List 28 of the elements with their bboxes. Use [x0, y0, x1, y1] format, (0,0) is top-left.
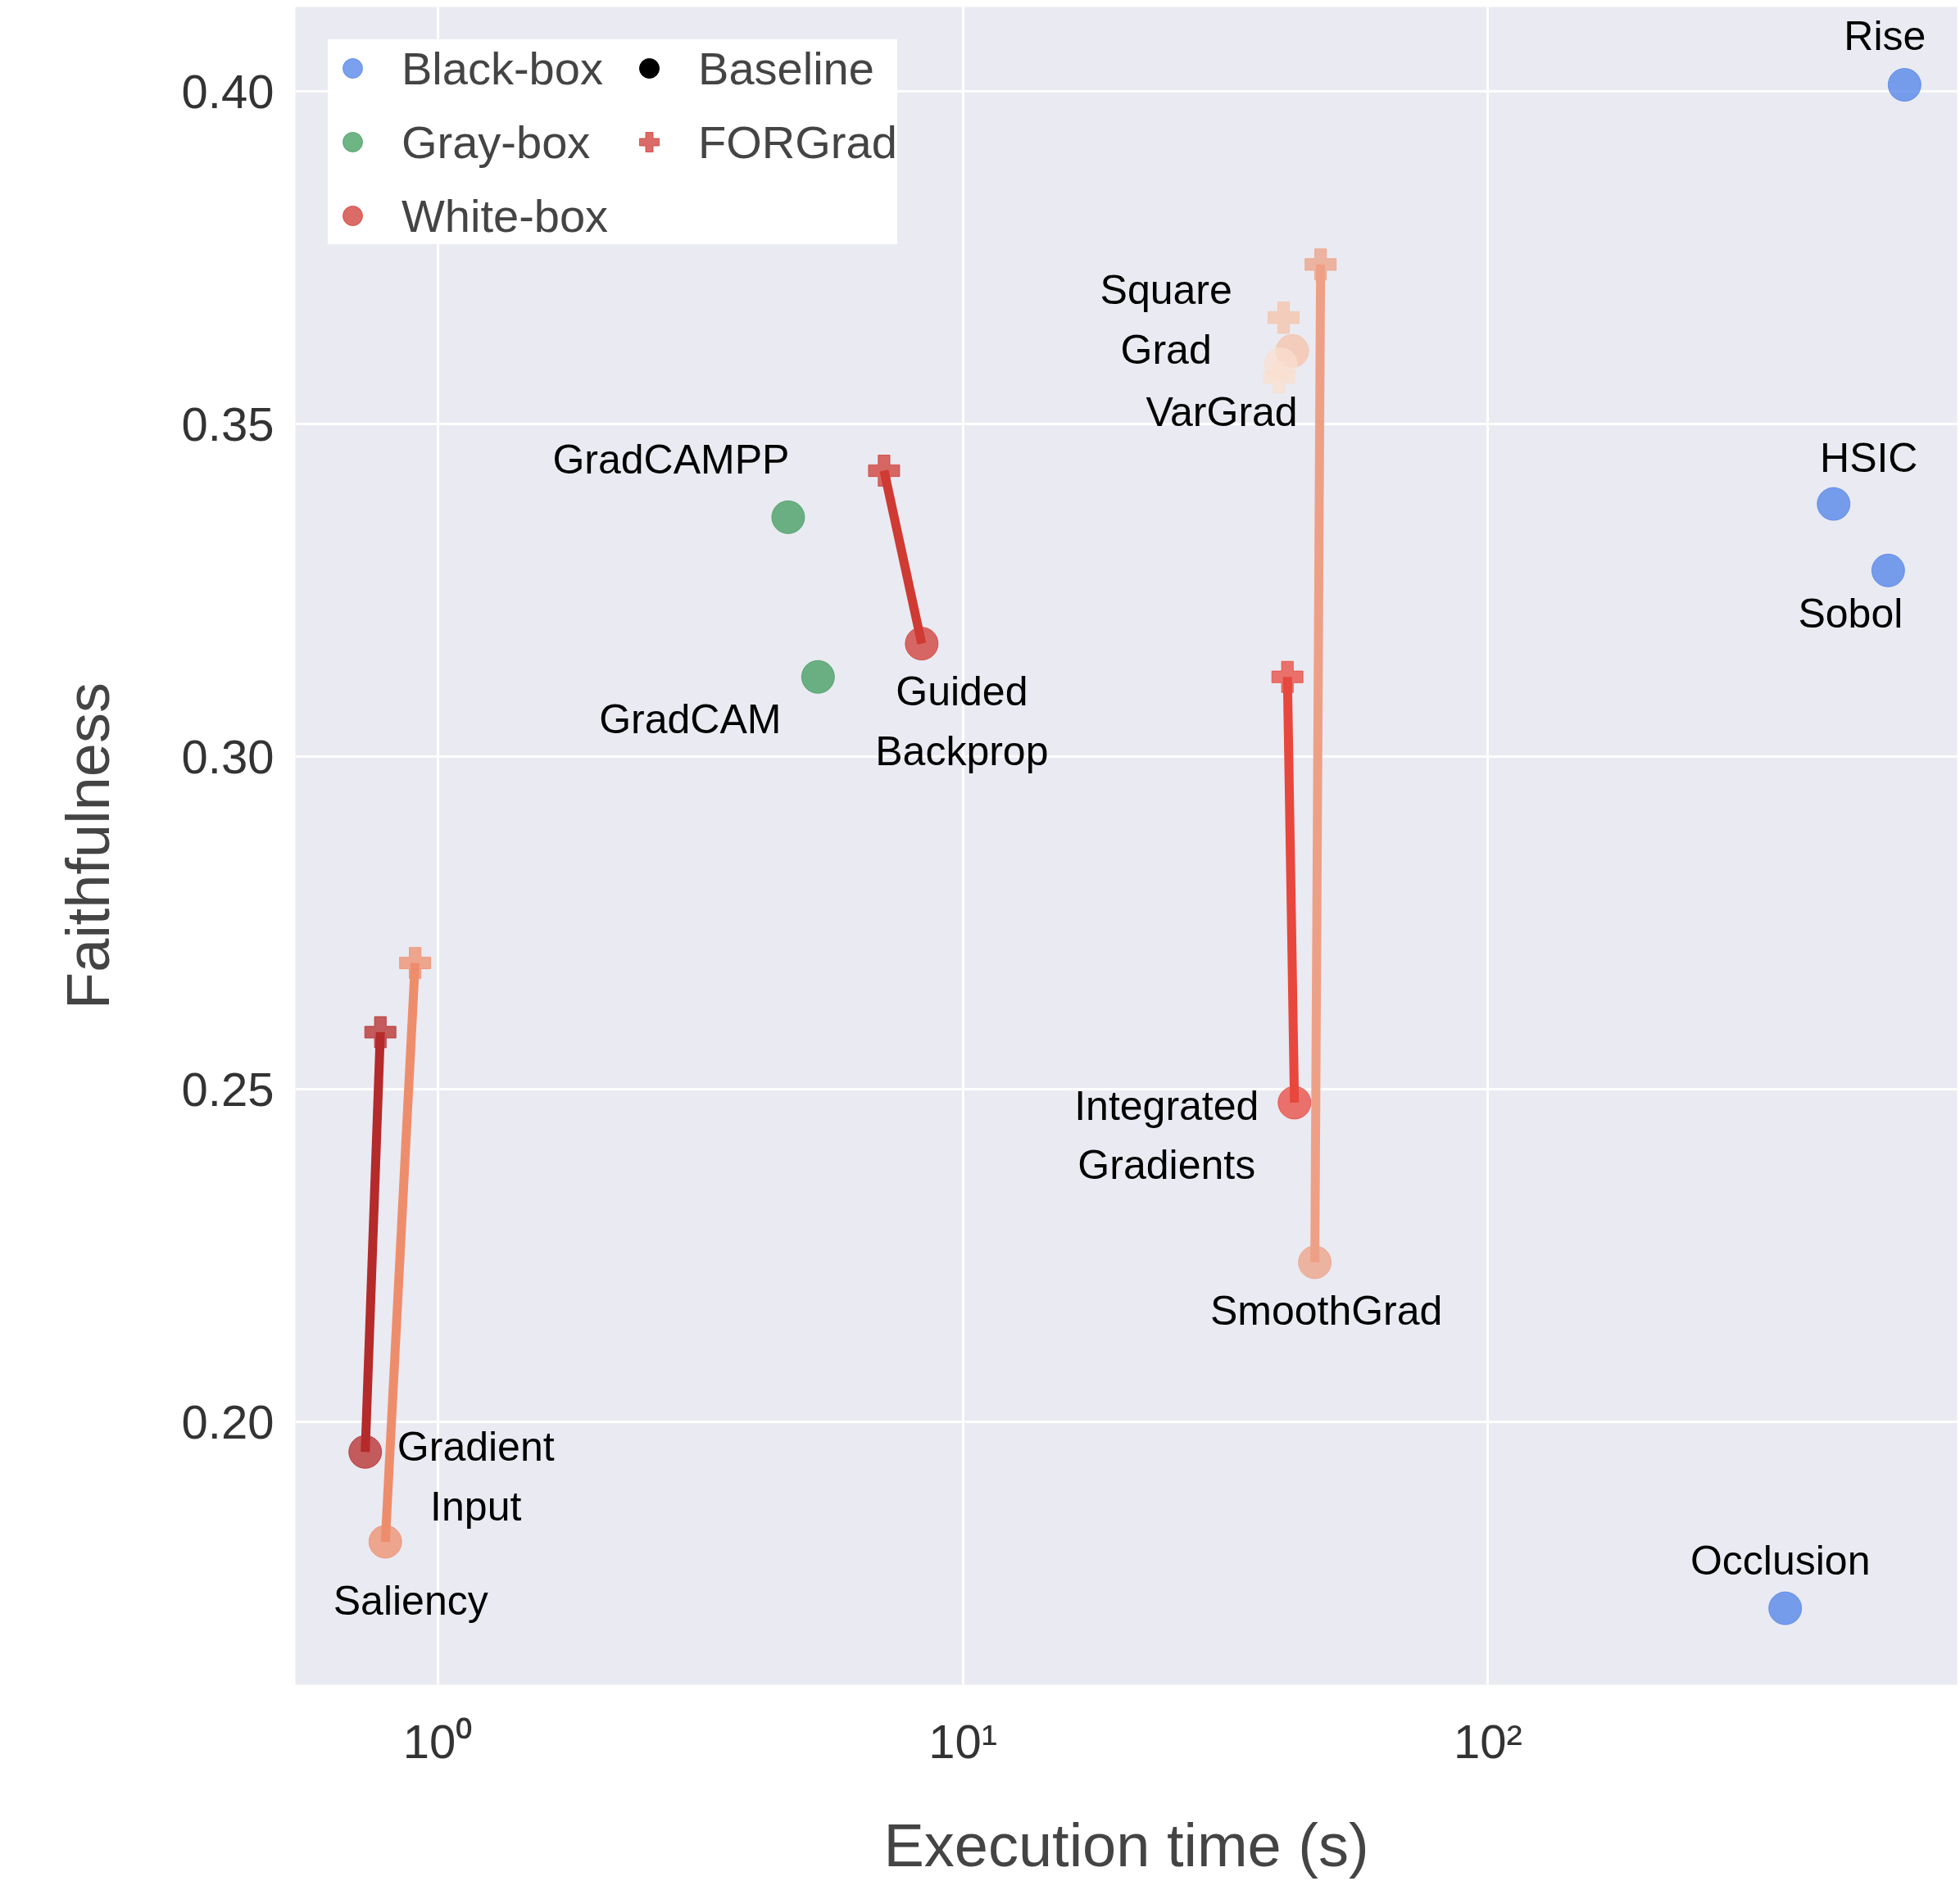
- x-axis-title: Execution time (s): [883, 1811, 1369, 1879]
- legend-label: FORGrad: [698, 115, 897, 170]
- x-tick-label: 10¹: [928, 1714, 997, 1768]
- legend-label: White-box: [402, 188, 609, 243]
- annotation: SmoothGrad: [1209, 1287, 1443, 1334]
- legend-label: Baseline: [698, 41, 874, 96]
- annotation: GradCAMPP: [552, 437, 790, 483]
- annotation: VarGrad: [1146, 388, 1298, 435]
- annotation: Saliency: [333, 1577, 488, 1624]
- y-axis-title: Faithfulness: [53, 682, 122, 1009]
- annotation: Guided Backprop: [875, 669, 1049, 775]
- annotation: Gradient Input: [397, 1423, 555, 1530]
- annotation: Rise: [1844, 12, 1926, 59]
- legend-label: Gray-box: [402, 115, 591, 170]
- annotation: HSIC: [1820, 435, 1918, 482]
- x-tick-label: 10⁰: [402, 1714, 473, 1768]
- annotation: Sobol: [1798, 591, 1903, 637]
- y-tick-label: 0.30: [181, 729, 274, 783]
- x-tick-label: 10²: [1454, 1714, 1522, 1768]
- y-tick-label: 0.25: [181, 1062, 274, 1116]
- y-tick-label: 0.20: [181, 1394, 274, 1448]
- legend-label: Black-box: [402, 41, 603, 96]
- annotation: GradCAM: [599, 696, 782, 743]
- annotation: Occlusion: [1690, 1538, 1871, 1584]
- annotation: Integrated Gradients: [1074, 1082, 1259, 1189]
- y-tick-label: 0.35: [181, 397, 274, 451]
- annotation: Square Grad: [1100, 266, 1232, 373]
- y-tick-label: 0.40: [181, 64, 274, 118]
